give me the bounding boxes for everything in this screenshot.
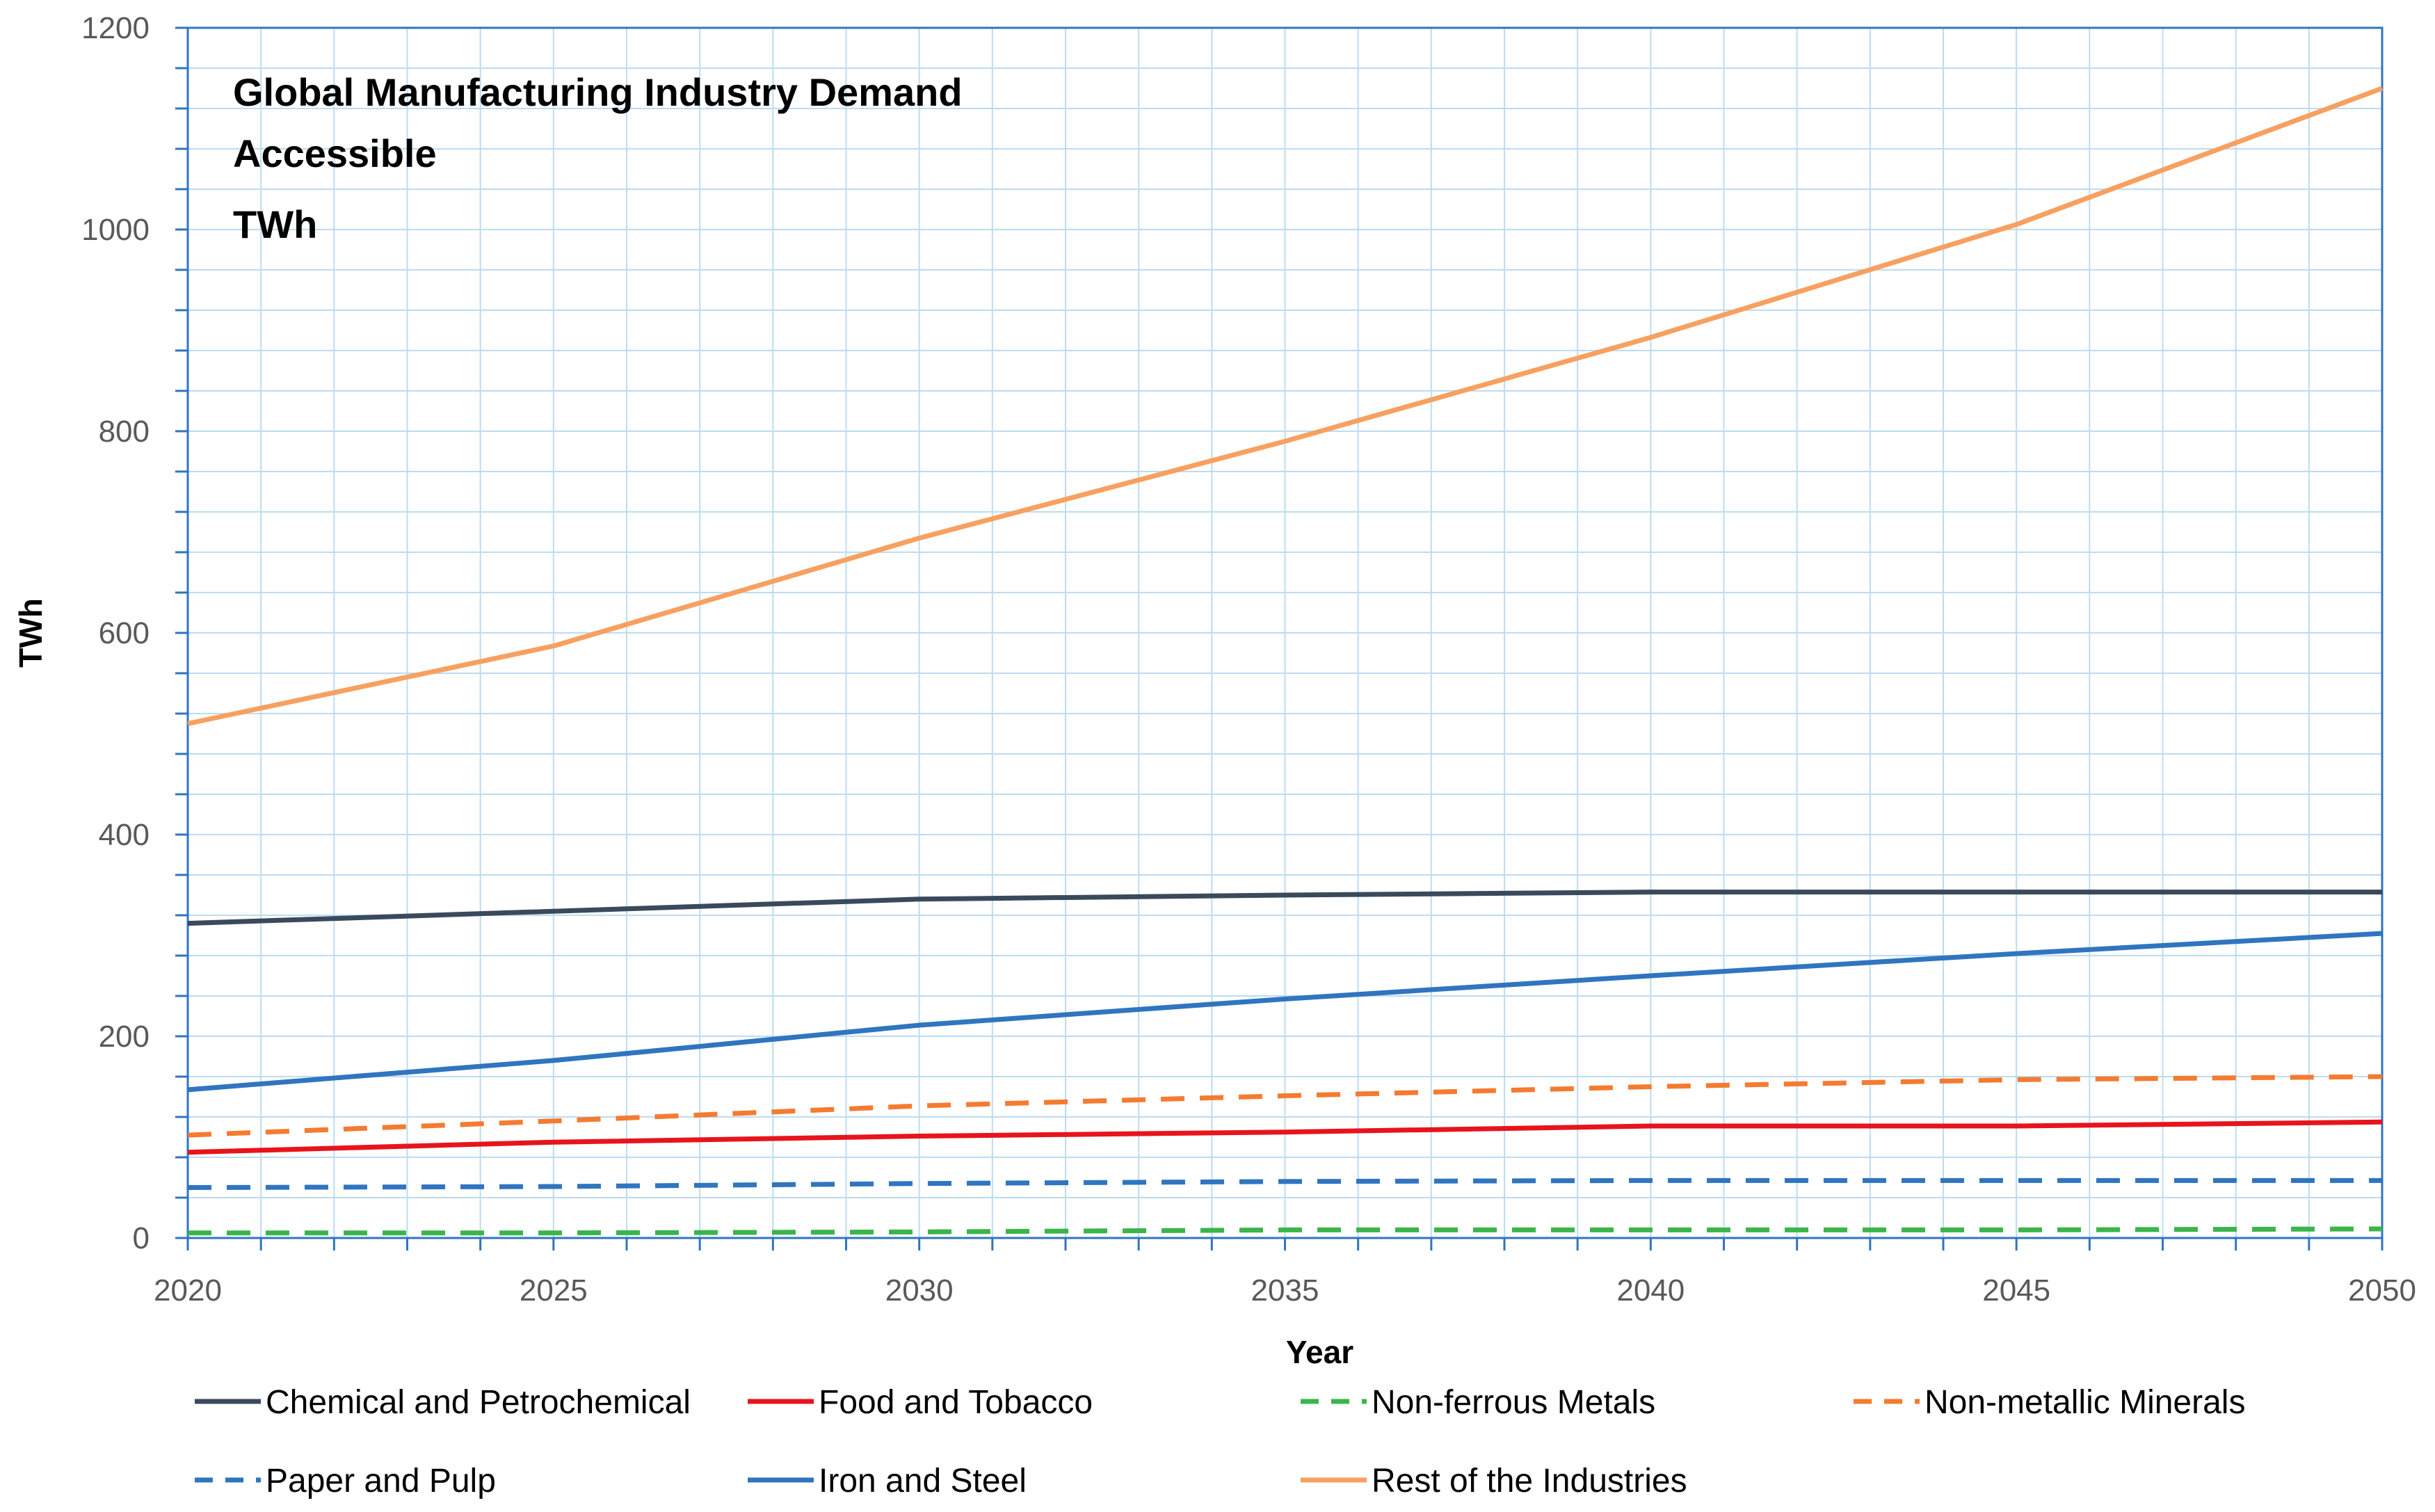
x-axis-title: Year (1286, 1334, 1353, 1370)
chart-title-line: TWh (233, 202, 317, 246)
series-line-food-and-tobacco (187, 1119, 2383, 1155)
series-line-rest-of-the-industries (187, 86, 2384, 726)
axes: 0 200 400 600 800 1000 1200 2020 2025 2030 2035 204… (13, 11, 2416, 1370)
legend-label-food-and-tobacco: Food and Tobacco (819, 1384, 1093, 1421)
legend-label-chemical-and-petrochemical: Chemical and Petrochemical (266, 1384, 691, 1421)
series-line-non-metallic-minerals (187, 1074, 2383, 1138)
chart-title: Global Manufacturing Industry Demand Acce… (233, 70, 963, 246)
x-tick-label: 2035 (1251, 1273, 1319, 1308)
series-line-paper-and-pulp (187, 1177, 2382, 1190)
legend-label-paper-and-pulp: Paper and Pulp (266, 1463, 496, 1499)
x-tick-label: 2020 (154, 1273, 222, 1308)
chart-title-line: Global Manufacturing Industry Demand (233, 70, 963, 114)
series-line-iron-and-steel (187, 931, 2383, 1093)
y-tick-label: 200 (99, 1020, 150, 1054)
legend-label-rest-of-the-industries: Rest of the Industries (1372, 1463, 1687, 1499)
series-line-non-ferrous-metals (188, 1226, 2383, 1236)
series-line-chemical-and-petrochemical (187, 890, 2382, 926)
y-tick-label: 800 (99, 415, 150, 449)
y-tick-label: 600 (99, 616, 150, 650)
y-axis-title: TWh (13, 598, 49, 668)
legend-label-iron-and-steel: Iron and Steel (819, 1463, 1027, 1499)
x-tick-label: 2030 (885, 1273, 954, 1308)
y-tick-label: 1000 (81, 213, 150, 247)
y-tick-label: 0 (133, 1221, 150, 1255)
x-tick-label: 2040 (1616, 1273, 1685, 1308)
chart-title-line: Accessible (233, 131, 437, 175)
legend: Chemical and Petrochemical Food and Tobac… (195, 1384, 2245, 1499)
x-tick-label: 2045 (1982, 1273, 2050, 1308)
y-tick-label: 1200 (81, 11, 150, 45)
legend-label-non-metallic-minerals: Non-metallic Minerals (1924, 1384, 2245, 1421)
legend-label-non-ferrous-metals: Non-ferrous Metals (1372, 1384, 1655, 1421)
x-tick-label: 2025 (520, 1273, 588, 1308)
series-lines (187, 86, 2384, 1236)
x-tick-label: 2050 (2348, 1273, 2416, 1308)
y-tick-label: 400 (99, 818, 150, 852)
